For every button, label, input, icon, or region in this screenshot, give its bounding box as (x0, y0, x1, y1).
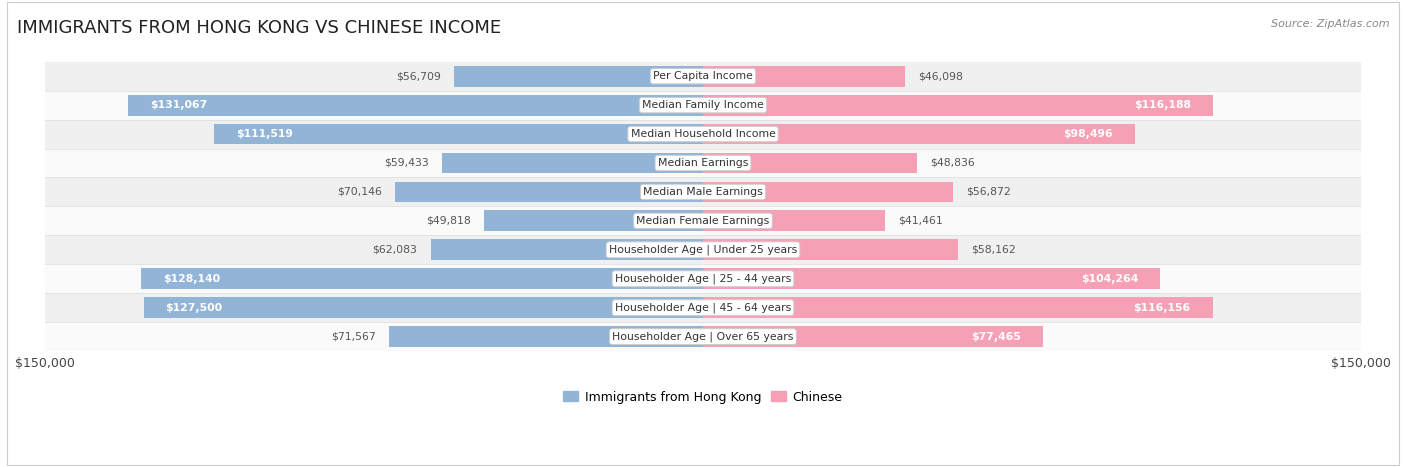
Text: $104,264: $104,264 (1081, 274, 1139, 284)
Text: Median Female Earnings: Median Female Earnings (637, 216, 769, 226)
Bar (485, 211, 703, 231)
Legend: Immigrants from Hong Kong, Chinese: Immigrants from Hong Kong, Chinese (558, 386, 848, 409)
Text: $71,567: $71,567 (332, 332, 375, 342)
Bar (703, 153, 917, 173)
Text: $59,433: $59,433 (384, 158, 429, 168)
Text: $41,461: $41,461 (898, 216, 943, 226)
Bar (45, 149, 1361, 177)
Bar (703, 124, 1135, 144)
Bar (703, 182, 952, 202)
Bar (45, 322, 1361, 351)
Text: $62,083: $62,083 (373, 245, 418, 255)
Bar (454, 66, 703, 86)
Bar (703, 66, 905, 86)
Bar (443, 153, 703, 173)
Bar (703, 326, 1043, 347)
Text: $111,519: $111,519 (236, 129, 292, 139)
Text: $58,162: $58,162 (972, 245, 1017, 255)
Text: Householder Age | 25 - 44 years: Householder Age | 25 - 44 years (614, 274, 792, 284)
Text: Median Household Income: Median Household Income (630, 129, 776, 139)
Bar (141, 269, 703, 289)
Bar (45, 264, 1361, 293)
Text: Householder Age | Over 65 years: Householder Age | Over 65 years (612, 332, 794, 342)
Text: IMMIGRANTS FROM HONG KONG VS CHINESE INCOME: IMMIGRANTS FROM HONG KONG VS CHINESE INC… (17, 19, 501, 37)
Text: $49,818: $49,818 (426, 216, 471, 226)
Text: $128,140: $128,140 (163, 274, 219, 284)
Bar (395, 182, 703, 202)
Bar (143, 297, 703, 318)
Text: Householder Age | 45 - 64 years: Householder Age | 45 - 64 years (614, 303, 792, 313)
Bar (45, 293, 1361, 322)
Bar (45, 177, 1361, 206)
Bar (703, 240, 957, 260)
Bar (128, 95, 703, 115)
Text: $70,146: $70,146 (337, 187, 382, 197)
Text: Median Family Income: Median Family Income (643, 100, 763, 110)
Text: $56,872: $56,872 (966, 187, 1011, 197)
Text: Householder Age | Under 25 years: Householder Age | Under 25 years (609, 245, 797, 255)
Text: Median Male Earnings: Median Male Earnings (643, 187, 763, 197)
Text: $98,496: $98,496 (1063, 129, 1114, 139)
Text: Median Earnings: Median Earnings (658, 158, 748, 168)
Bar (703, 269, 1160, 289)
Text: $116,156: $116,156 (1133, 303, 1191, 313)
Text: $116,188: $116,188 (1133, 100, 1191, 110)
Text: $77,465: $77,465 (972, 332, 1021, 342)
Bar (45, 235, 1361, 264)
Text: $56,709: $56,709 (396, 71, 441, 81)
Bar (703, 297, 1212, 318)
Bar (389, 326, 703, 347)
Bar (214, 124, 703, 144)
Text: $127,500: $127,500 (166, 303, 222, 313)
Text: Per Capita Income: Per Capita Income (652, 71, 754, 81)
Text: $46,098: $46,098 (918, 71, 963, 81)
Bar (430, 240, 703, 260)
Text: $131,067: $131,067 (150, 100, 207, 110)
Bar (45, 91, 1361, 120)
Text: Source: ZipAtlas.com: Source: ZipAtlas.com (1271, 19, 1389, 28)
Bar (703, 211, 884, 231)
Text: $48,836: $48,836 (931, 158, 976, 168)
Bar (703, 95, 1213, 115)
Bar (45, 206, 1361, 235)
Bar (45, 120, 1361, 149)
Bar (45, 62, 1361, 91)
